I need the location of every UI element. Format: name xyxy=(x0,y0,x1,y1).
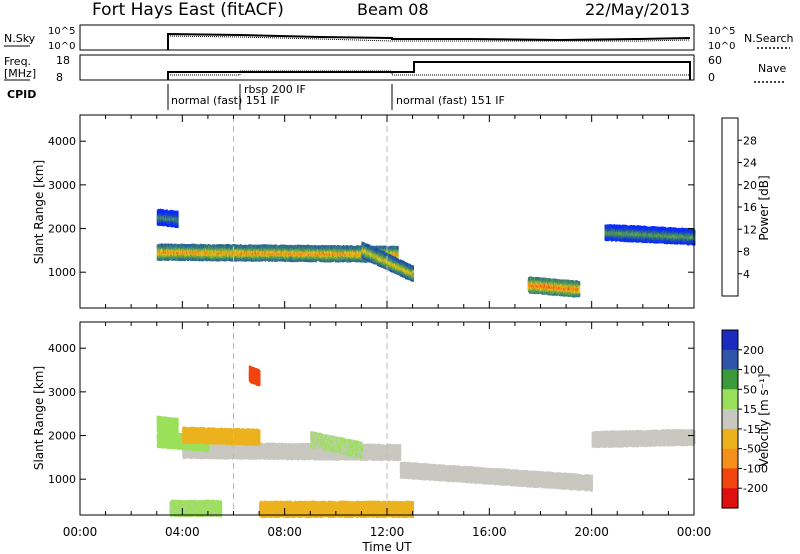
cpid-label: CPID xyxy=(7,88,36,101)
nave-label: Nave xyxy=(758,62,786,75)
beam-label: Beam 08 xyxy=(357,0,429,19)
freq-tick-high: 18 xyxy=(56,54,70,67)
freq-unit: [MHz] xyxy=(4,67,36,80)
date-label: 22/May/2013 xyxy=(585,0,690,19)
freq-tick-low: 8 xyxy=(56,71,63,84)
nsky-tick-high: 10^5 xyxy=(48,26,75,37)
nsearch-tick-low: 10^0 xyxy=(708,41,735,52)
nsky-tick-low: 10^0 xyxy=(48,41,75,52)
nsearch-label: N.Search xyxy=(744,32,794,45)
nsky-trace xyxy=(168,34,690,50)
cpid-row: CPID normal (fast) 151 IF rbsp 200 IF no… xyxy=(7,83,505,110)
nave-tick-low: 0 xyxy=(708,71,715,84)
nsky-label: N.Sky xyxy=(4,32,36,45)
freq-panel: Freq. [MHz] 18 8 60 0 Nave xyxy=(4,54,786,84)
cpid-segment-2: rbsp 200 IF xyxy=(244,83,306,96)
cpid-segment-3: normal (fast) 151 IF xyxy=(396,94,505,107)
nsky-panel: N.Sky 10^5 10^0 10^5 10^0 N.Search xyxy=(4,25,794,52)
figure-title: Fort Hays East (fitACF) xyxy=(92,0,284,20)
nsearch-tick-high: 10^5 xyxy=(708,26,735,37)
nave-tick-high: 60 xyxy=(708,54,722,67)
